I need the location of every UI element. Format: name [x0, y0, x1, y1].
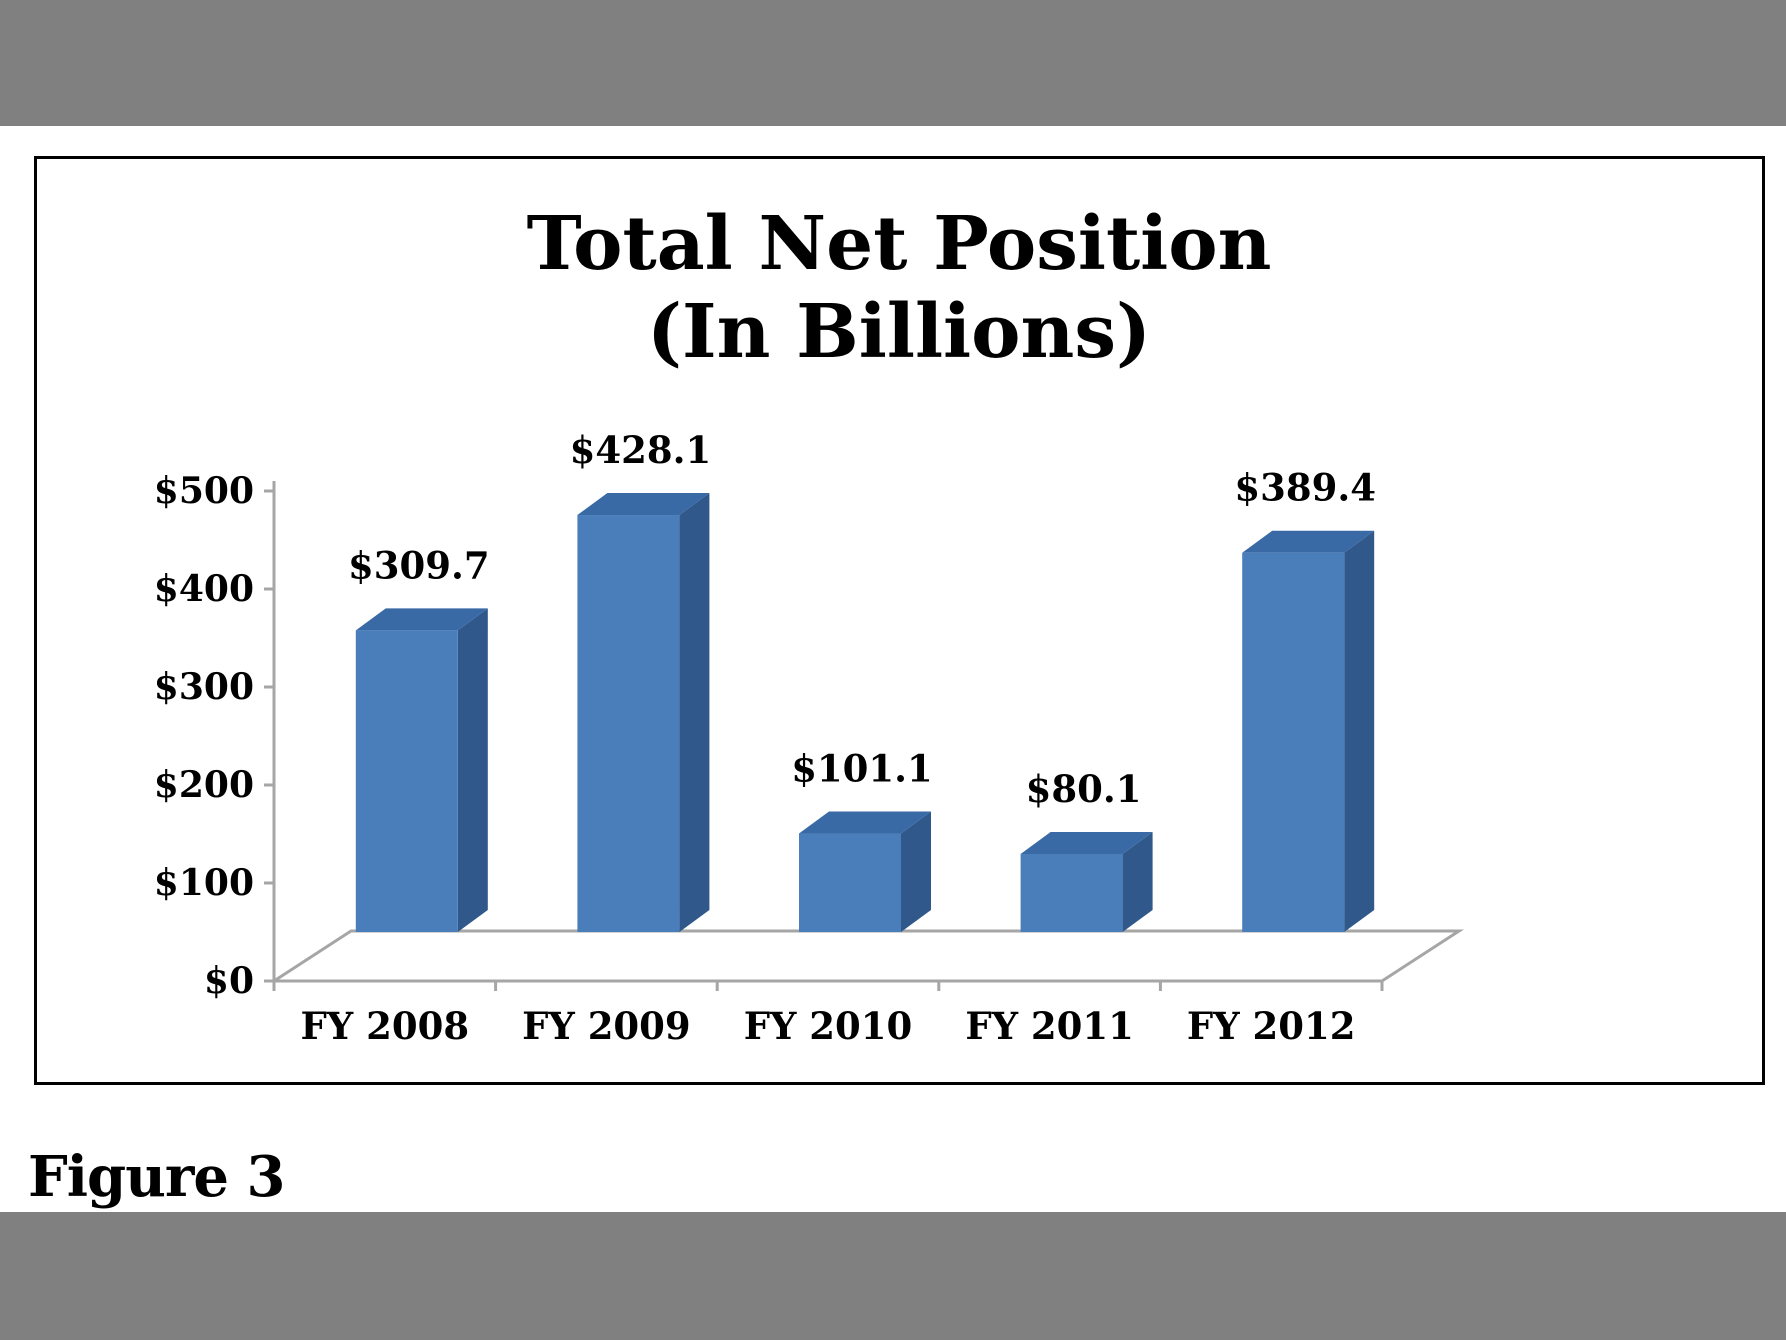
- bar-top-face: [1242, 530, 1375, 553]
- data-label: $428.1: [570, 428, 712, 472]
- x-category-label: FY 2012: [1187, 1004, 1356, 1048]
- data-label: $101.1: [791, 747, 933, 791]
- bar: [1020, 853, 1123, 932]
- x-category-label: FY 2008: [301, 1004, 470, 1048]
- y-tick-label: $200: [154, 764, 254, 806]
- figure-caption: Figure 3: [28, 1144, 285, 1210]
- x-category-label: FY 2009: [522, 1004, 691, 1048]
- bar-chart: Total Net Position (In Billions) $0$100$…: [154, 201, 1465, 1048]
- x-category-label: FY 2010: [744, 1004, 913, 1048]
- data-label: $309.7: [348, 543, 490, 587]
- bar: [1242, 552, 1345, 932]
- x-category-label: FY 2011: [965, 1004, 1134, 1048]
- bar-top-face: [1020, 831, 1153, 854]
- chart-labels: $0 $100 $200 $300 $400 $500 $309.7 FY 2008 $428.…: [154, 428, 1376, 1048]
- chart-axes: [264, 481, 1465, 991]
- y-tick-label: $500: [154, 470, 254, 512]
- chart-frame: Total Net Position (In Billions) $0 $100 $…: [34, 156, 1765, 1085]
- document-page: Total Net Position (In Billions) $0 $100 $…: [0, 126, 1786, 1212]
- bar-side-face: [901, 811, 931, 932]
- chart-title-line-2: (In Billions): [647, 289, 1151, 375]
- chart-bars: [355, 493, 1375, 932]
- bar-top-face: [799, 811, 931, 834]
- bar: [799, 833, 901, 932]
- bar-side-face: [1122, 831, 1153, 932]
- y-tick-label: $400: [154, 568, 254, 610]
- bar-side-face: [457, 608, 488, 932]
- y-tick-label: $100: [154, 862, 254, 904]
- bar: [355, 630, 458, 932]
- y-tick-label: $0: [204, 960, 254, 1002]
- bar-side-face: [1344, 530, 1375, 932]
- chart-floor: [268, 929, 1465, 983]
- data-label: $80.1: [1026, 767, 1142, 811]
- y-tick-label: $300: [154, 666, 254, 708]
- bar-top-face: [355, 608, 488, 631]
- chart-title-line-1: Total Net Position: [527, 201, 1272, 287]
- bar-side-face: [679, 493, 710, 932]
- data-label: $389.4: [1234, 466, 1376, 510]
- bar: [577, 515, 680, 932]
- bar-top-face: [577, 493, 710, 516]
